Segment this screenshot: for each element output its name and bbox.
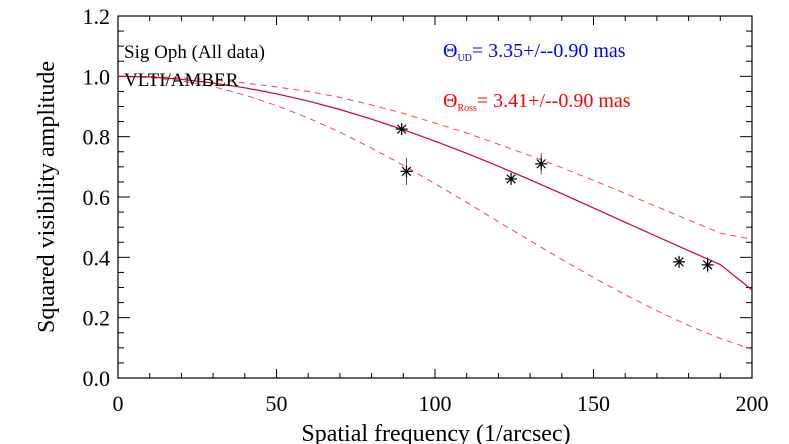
data-point xyxy=(673,255,686,268)
point-stroke-d2 xyxy=(702,260,713,270)
lower-bound-curve xyxy=(117,75,753,350)
data-point xyxy=(395,123,408,136)
point-stroke-d2 xyxy=(506,174,516,184)
ross-subscript: Ross xyxy=(457,103,477,114)
y-tick-label: 0.2 xyxy=(83,306,111,331)
ud-theta-symbol: Θ xyxy=(443,40,457,62)
x-tick-label: 200 xyxy=(736,391,769,416)
ud-subscript: UD xyxy=(457,53,471,64)
x-tick-label: 150 xyxy=(577,391,610,416)
annotation-instrument: VLTI/AMBER xyxy=(124,70,239,91)
ud-value-text: = 3.35+/--0.90 mas xyxy=(472,40,626,62)
axis-ticks-layer: 0 50 100 150 200 0.0 0.2 0.4 0.6 0.8 1.0 1.2 xyxy=(83,4,769,416)
point-stroke-d2 xyxy=(401,166,412,177)
data-point xyxy=(505,172,518,185)
point-stroke-d2 xyxy=(536,159,546,169)
y-tick-label: 0.6 xyxy=(83,185,111,210)
data-point xyxy=(535,153,548,175)
y-tick-label: 0.4 xyxy=(83,245,111,270)
ross-theta-symbol: Θ xyxy=(443,90,457,112)
y-tick-label: 1.0 xyxy=(83,64,111,89)
annotation-ud-diameter: ΘUD= 3.35+/--0.90 mas xyxy=(443,40,626,64)
point-stroke-d2 xyxy=(396,124,407,134)
data-points-layer xyxy=(395,123,714,273)
x-tick-label: 100 xyxy=(419,391,452,416)
x-tick-label: 0 xyxy=(113,391,124,416)
ross-value-text: = 3.41+/--0.90 mas xyxy=(477,90,631,112)
y-tick-label: 0.0 xyxy=(83,366,111,391)
annotation-ross-diameter: ΘRoss= 3.41+/--0.90 mas xyxy=(443,90,631,114)
upper-bound-curve xyxy=(117,75,753,240)
data-point xyxy=(400,157,413,185)
data-point xyxy=(701,257,714,273)
y-tick-label: 0.8 xyxy=(83,125,111,150)
x-axis-label: Spatial frequency (1/arcsec) xyxy=(301,421,570,444)
y-axis-label: Squared visibility amplitude xyxy=(34,61,60,333)
model-curve xyxy=(117,75,753,291)
y-tick-label: 1.2 xyxy=(83,4,111,29)
curves-layer xyxy=(117,75,753,350)
annotation-target: Sig Oph (All data) xyxy=(124,42,265,63)
x-tick-label: 50 xyxy=(266,391,288,416)
point-stroke-d2 xyxy=(674,257,684,267)
